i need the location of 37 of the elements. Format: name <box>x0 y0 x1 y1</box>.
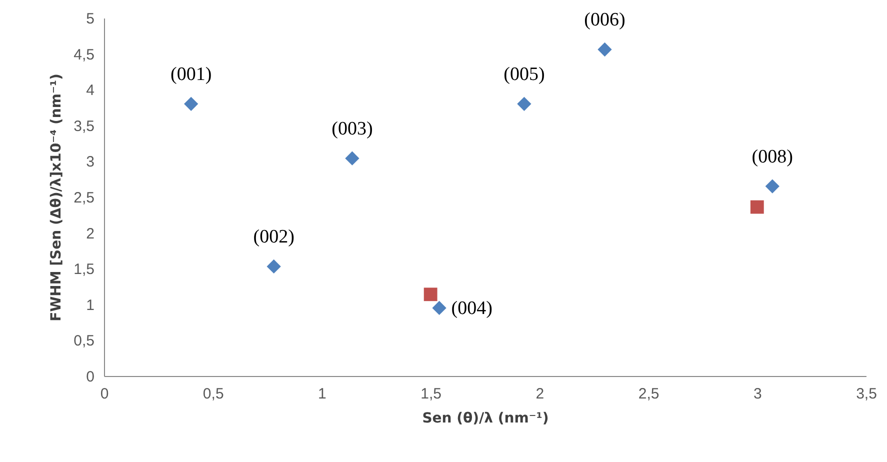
annotation: (001) <box>170 64 212 85</box>
x-tick-label: 1 <box>318 386 326 402</box>
annotation: (004) <box>451 298 492 319</box>
point <box>432 300 446 316</box>
point <box>750 200 764 214</box>
y-tick-label: 4,5 <box>74 46 94 64</box>
annotation: (002) <box>253 226 294 248</box>
y-axis-title: FWHM [Sen (Δθ)/λ]x10⁻⁴ (nm⁻¹) <box>48 74 65 322</box>
x-tick-label: 0 <box>100 386 109 402</box>
annotation: (006) <box>584 10 626 31</box>
x-tick-label: 2,5 <box>638 386 660 402</box>
y-tick-label: 3 <box>86 154 94 171</box>
x-tick-label: 2 <box>536 386 544 402</box>
y-tick-label: 3,5 <box>74 118 94 135</box>
y-tick-label: 0 <box>86 368 94 386</box>
y-tick-label: 4 <box>86 82 94 100</box>
point <box>424 288 438 302</box>
x-tick-label: 0,5 <box>202 386 224 402</box>
y-tick-label: 2,5 <box>74 190 94 206</box>
x-tick-label: 3 <box>753 386 762 402</box>
x-tick-label: 1,5 <box>420 386 442 402</box>
point <box>184 96 198 111</box>
y-tick-label: 1,5 <box>74 261 94 278</box>
point <box>598 42 612 57</box>
y-tick-label: 5 <box>86 10 94 28</box>
annotation: (008) <box>752 146 793 168</box>
point <box>517 96 532 111</box>
point <box>266 259 281 274</box>
y-tick-label: 1 <box>86 296 94 314</box>
point <box>345 151 360 166</box>
point <box>765 179 780 194</box>
annotation: (003) <box>332 118 373 140</box>
annotation: (005) <box>504 64 545 85</box>
x-axis-title: Sen (θ)/λ (nm⁻¹) <box>422 410 549 426</box>
x-tick-label: 3,5 <box>856 386 877 402</box>
y-tick-label: 2 <box>86 225 94 242</box>
y-tick-label: 0,5 <box>74 332 94 350</box>
